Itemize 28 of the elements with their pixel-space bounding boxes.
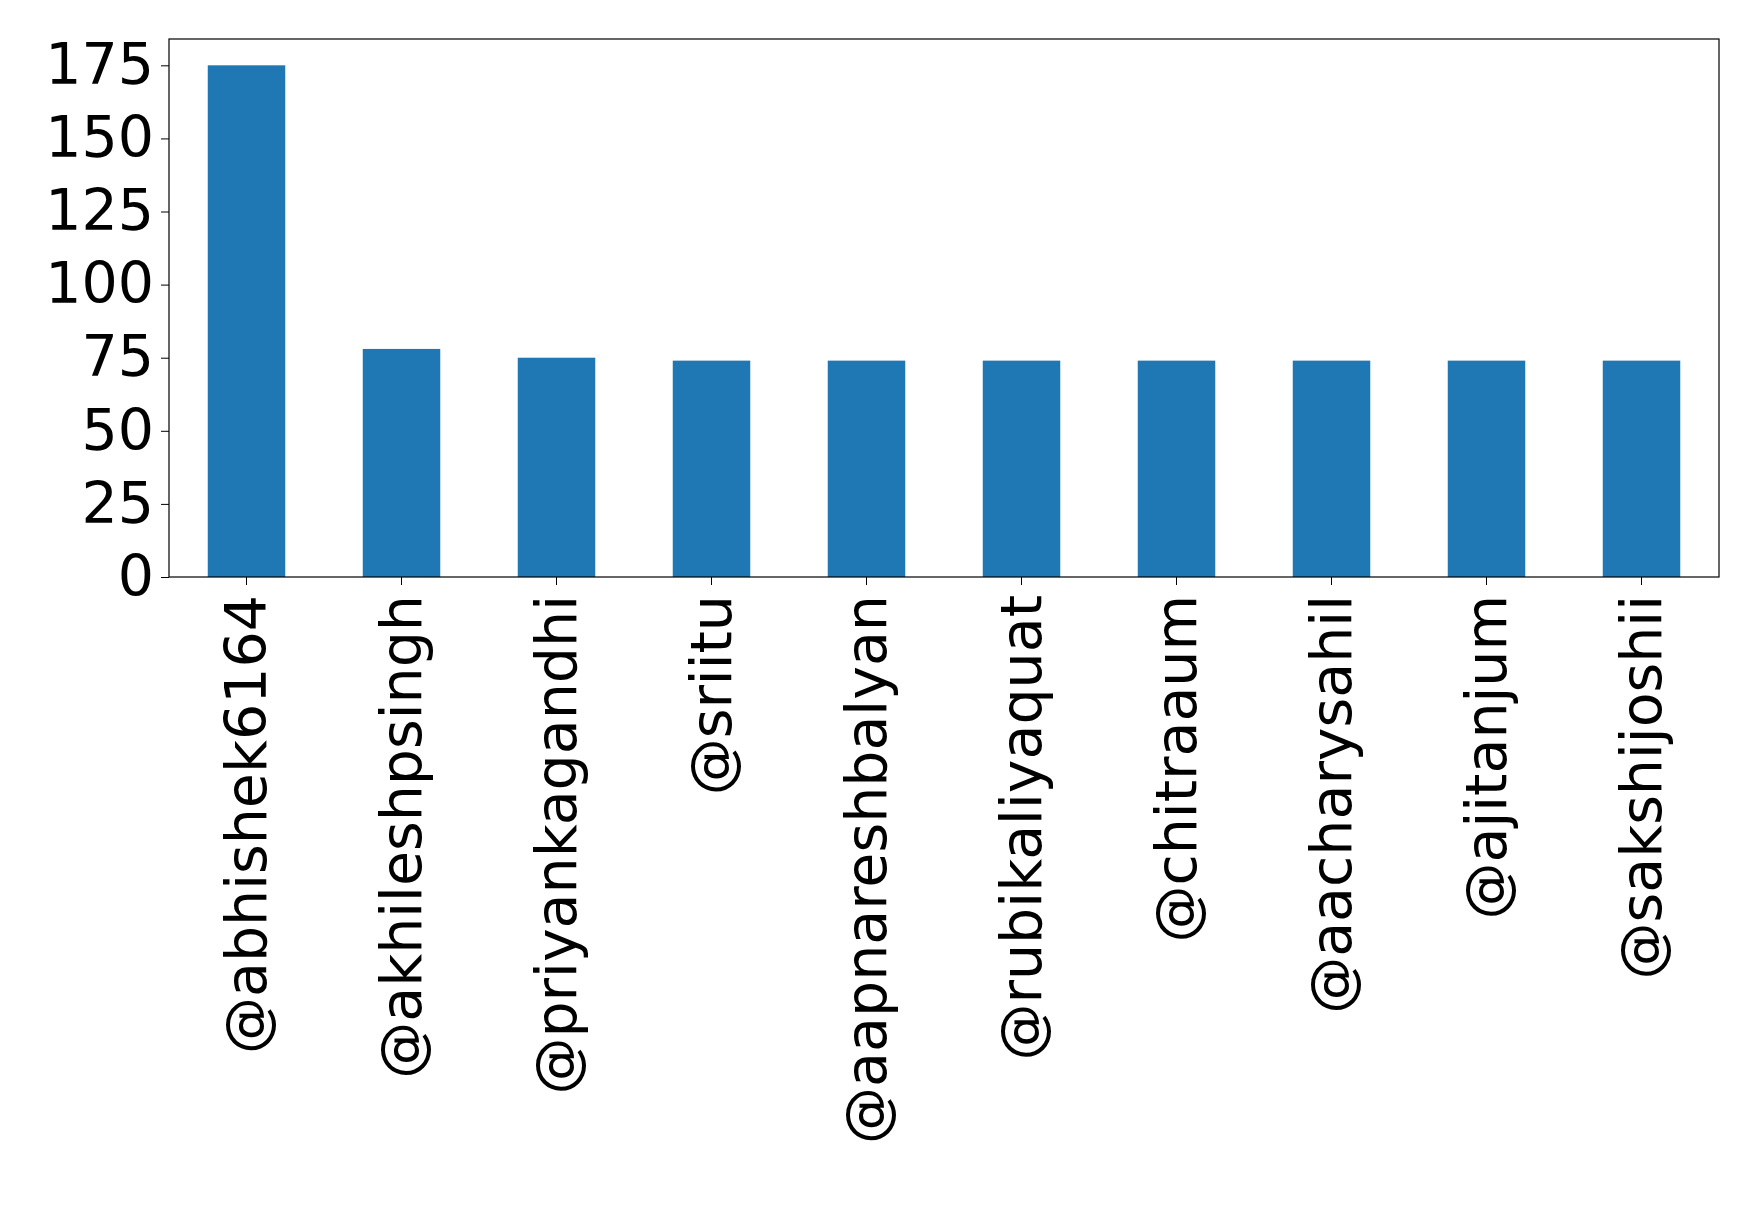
x-tick-label: @rubikaliyaquat [988,595,1055,1061]
x-tick-label: @chitraaum [1143,595,1210,943]
bar [1292,360,1371,577]
x-tick-label: @aacharysahil [1298,595,1365,1014]
bar [1447,360,1526,577]
y-tick-label: 25 [81,469,154,536]
bar [1602,360,1681,577]
bar [672,360,751,577]
x-tick-label: @abhishek6164 [213,595,280,1055]
x-tick-label: @ajitanjum [1453,595,1520,920]
y-tick-label: 0 [117,542,154,609]
x-tick-label: @aapnareshbalyan [833,595,900,1144]
bar [207,65,286,577]
y-tick-label: 150 [45,104,154,171]
y-tick-label: 50 [81,396,154,463]
y-tick-label: 100 [45,250,154,317]
bar [1137,360,1216,577]
y-tick-label: 175 [45,31,154,98]
x-tick-label: @sakshijoshii [1608,595,1675,980]
bar [827,360,906,577]
bar [517,357,596,577]
y-tick-label: 125 [45,177,154,244]
x-tick-label: @priyankagandhi [523,595,590,1095]
x-tick-label: @sriitu [678,595,745,796]
x-tick-label: @akhileshpsingh [368,595,435,1079]
bar [982,360,1061,577]
bar [362,348,441,577]
y-tick-label: 75 [81,323,154,390]
